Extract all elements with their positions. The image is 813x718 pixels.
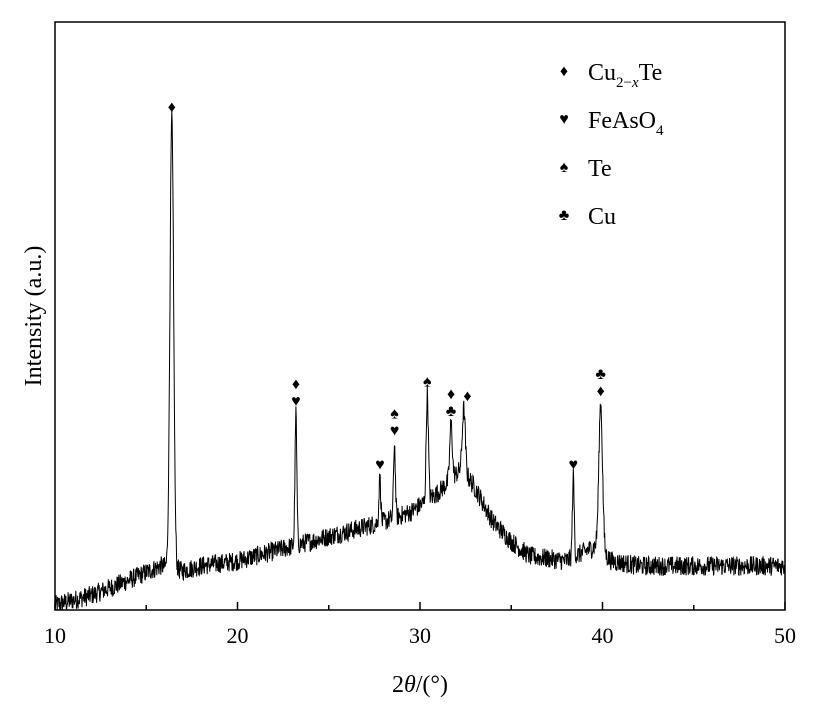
plot-area — [54, 21, 786, 611]
peak-annotations: ♦♥♦♥♥♠♠♣♦ ♦♥♦♣ — [168, 99, 607, 474]
legend-label-main: Cu — [588, 204, 616, 230]
y-axis-title: Intensity (a.u.) — [21, 246, 47, 387]
peak-marker: ♦ — [447, 386, 455, 403]
x-axis-title-prefix: 2 — [392, 672, 404, 698]
legend-label: FeAsO4 — [588, 108, 664, 139]
x-axis-ticks: 10 20 30 40 50 — [44, 602, 796, 648]
x-axis-title-suffix: /(°) — [416, 672, 448, 698]
legend-label: Cu2−xTe — [588, 60, 662, 91]
xrd-pattern-line — [54, 110, 786, 611]
legend: ♦ Cu2−xTe♥ FeAsO4♠ Te♣ Cu — [559, 60, 664, 230]
x-axis-title-theta: θ — [404, 672, 416, 698]
legend-symbol: ♣ — [559, 207, 570, 224]
legend-label-main: FeAsO — [588, 108, 656, 134]
peak-marker: ♦ — [292, 376, 300, 393]
legend-label-subscript: 2− — [616, 75, 632, 91]
peak-marker: ♦ — [463, 388, 471, 405]
legend-label-main: Cu — [588, 60, 616, 86]
x-tick-label: 20 — [227, 623, 249, 648]
peak-marker: ♠ — [423, 373, 432, 390]
peak-marker: ♦ — [597, 383, 605, 400]
legend-label-main: Te — [588, 156, 612, 182]
peak-marker: ♥ — [291, 393, 301, 410]
peak-marker: ♥ — [390, 422, 400, 439]
x-tick-label: 10 — [44, 623, 66, 648]
x-tick-label: 30 — [409, 623, 431, 648]
x-axis-title: 2θ/(°) — [392, 672, 448, 698]
peak-marker: ♦ — [168, 99, 176, 116]
legend-symbol: ♠ — [560, 159, 569, 176]
peak-marker: ♥ — [569, 457, 579, 474]
plot-frame — [54, 21, 786, 611]
legend-symbol: ♦ — [560, 63, 568, 80]
peak-marker: ♣ — [446, 403, 457, 420]
legend-label-subscript-italic: x — [631, 75, 639, 91]
legend-label-suffix: Te — [639, 60, 663, 86]
peak-marker: ♥ — [375, 457, 385, 474]
legend-label: Te — [588, 156, 612, 182]
peak-marker: ♠ — [390, 405, 399, 422]
peak-marker: ♣ — [595, 366, 606, 383]
x-tick-label: 50 — [774, 623, 796, 648]
legend-symbol: ♥ — [559, 111, 569, 128]
legend-label-subscript: 4 — [656, 123, 664, 139]
legend-label: Cu — [588, 204, 616, 230]
x-tick-label: 40 — [592, 623, 614, 648]
